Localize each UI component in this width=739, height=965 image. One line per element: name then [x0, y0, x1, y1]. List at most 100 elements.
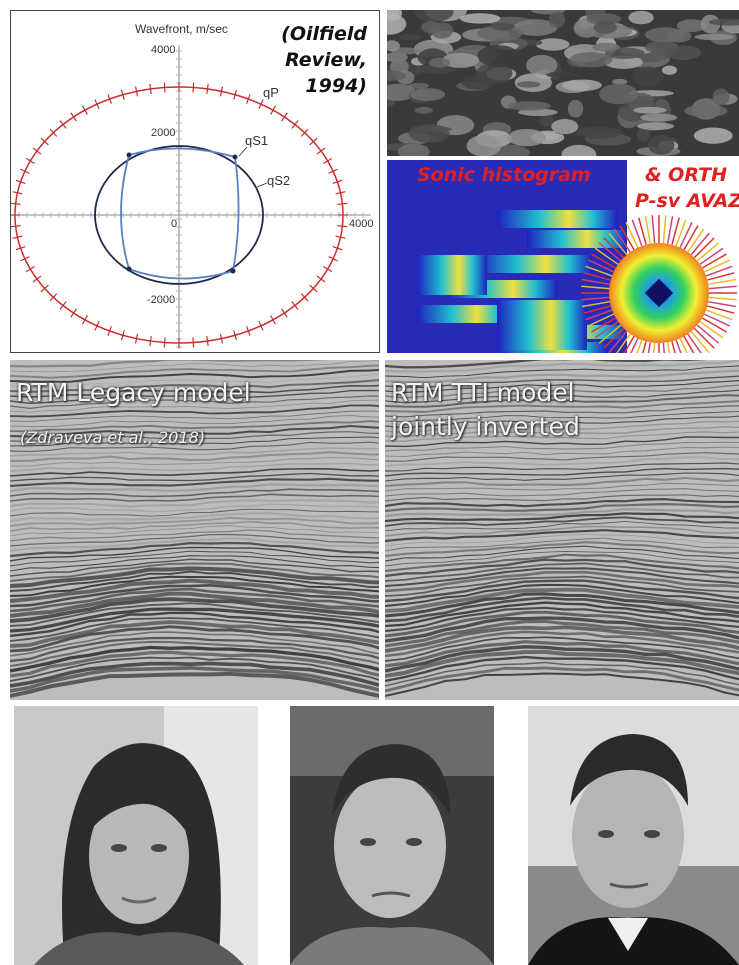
avaz-ray [581, 285, 610, 290]
rock-grain [387, 70, 407, 82]
seismic-reflector [10, 499, 379, 508]
avaz-ray [690, 232, 710, 256]
seismic-reflector [385, 436, 739, 448]
qp-tick [12, 191, 23, 195]
rock-grain [708, 18, 739, 26]
rock-micrograph-image [387, 10, 739, 156]
qp-tick [120, 89, 125, 100]
portrait-photo [14, 706, 258, 965]
seismic-reflector [10, 587, 379, 613]
avaz-ray [683, 335, 695, 353]
label-qs1: qS1 [245, 133, 268, 148]
qp-tick [291, 120, 299, 129]
seismic-reflector [385, 610, 739, 638]
histogram-band [497, 300, 587, 350]
rock-grain [507, 129, 546, 147]
rock-grain [628, 10, 654, 25]
seismic-reflector [10, 436, 379, 447]
avaz-rays [581, 215, 737, 353]
cusp-point [230, 268, 236, 274]
seismic-reflector [10, 415, 379, 428]
avaz-ray [647, 342, 652, 353]
seismic-reflector [10, 584, 379, 608]
seismic-reflector [385, 508, 739, 518]
qp-tick [163, 337, 166, 348]
avaz-ray [636, 339, 643, 353]
rock-grain [636, 126, 650, 142]
orth-label: & ORTH [645, 164, 727, 186]
rock-grain [525, 54, 558, 76]
rock-grain [567, 99, 584, 118]
avaz-ray [679, 221, 693, 249]
wavefront-plot: Wavefront, m/sec 4000 2000 0 -2000 4000 … [10, 10, 380, 353]
label-qs2: qS2 [267, 173, 290, 188]
seismic-reflector [385, 467, 739, 477]
rock-grain [633, 106, 667, 114]
seismic-reflector [385, 462, 739, 472]
avaz-ray [690, 330, 710, 353]
seismic-reflector [10, 516, 379, 527]
seismic-reflector [385, 405, 739, 418]
seismic-reflector [10, 468, 379, 477]
avaz-ray [603, 327, 625, 349]
seismic-reflector [385, 365, 739, 379]
qp-tick [328, 168, 338, 174]
qp-tick [134, 86, 139, 97]
tick-label-minus-2000: -2000 [147, 294, 175, 306]
avaz-label: P-sv AVAZ [635, 190, 739, 212]
avaz-ray [708, 300, 736, 308]
avaz-ray [608, 330, 628, 353]
seismic-reflector [10, 493, 379, 502]
seismic-reflector [385, 655, 739, 683]
seismic-reflectors [10, 360, 379, 698]
qp-tick [300, 128, 309, 137]
seismic-reflector [10, 578, 379, 603]
histogram-band [477, 255, 592, 273]
rock-grain [561, 144, 597, 156]
rock-grain [430, 22, 454, 39]
qp-tick [281, 308, 288, 318]
seismic-reflector [385, 601, 739, 628]
seismic-reflector [10, 488, 379, 498]
avaz-ray [582, 278, 610, 286]
avaz-ray [642, 341, 647, 353]
avaz-ray [644, 216, 652, 244]
qp-tick [70, 112, 77, 122]
qp-tick [246, 94, 251, 104]
avaz-ray [583, 272, 611, 281]
avaz-ray [591, 317, 617, 333]
seismic-reflector [10, 550, 379, 567]
portrait-woman [14, 706, 258, 965]
seismic-reflector [385, 426, 739, 438]
avaz-ray [687, 333, 702, 353]
seismic-reflector [385, 400, 739, 413]
avaz-ray [582, 300, 610, 308]
rock-grain [461, 75, 493, 90]
rock-grain [387, 40, 400, 52]
rock-grain [676, 19, 707, 32]
seismic-reflector [10, 570, 379, 592]
rock-grain [576, 126, 623, 139]
rock-grain [397, 143, 430, 156]
rock-grain [490, 22, 515, 31]
rock-grain [694, 33, 734, 41]
rock-grain [428, 57, 450, 68]
rock-grain [414, 106, 434, 114]
avaz-ray [616, 333, 631, 353]
avaz-ray [638, 217, 647, 245]
seismic-reflector [385, 606, 739, 633]
histogram-band [497, 210, 617, 228]
seismic-reflector [10, 591, 379, 618]
seismic-reflector [385, 553, 739, 573]
avaz-ray [705, 309, 733, 321]
citation-line: Review, [285, 49, 367, 71]
avaz-ray [671, 217, 680, 245]
rock-grain [661, 65, 678, 75]
seismic-reflector [10, 611, 379, 638]
seismic-reflector [10, 555, 379, 572]
rock-grain [408, 82, 430, 89]
avaz-ray [631, 219, 643, 247]
seismic-reflector [385, 431, 739, 442]
qp-tick [332, 179, 343, 185]
seismic-reflector [385, 583, 739, 608]
